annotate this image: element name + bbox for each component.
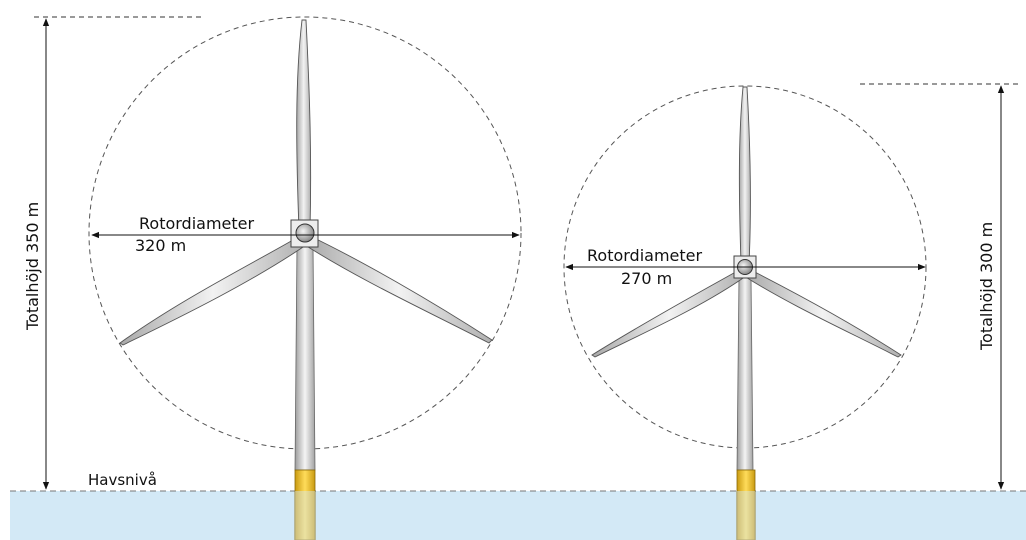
sea-level-label: Havsnivå bbox=[88, 471, 157, 489]
sea-area bbox=[10, 491, 1026, 540]
height-label-small: Totalhöjd 300 m bbox=[977, 222, 996, 351]
rotor-circle-small bbox=[563, 85, 927, 449]
hub-large bbox=[295, 223, 315, 243]
turbine-small: Rotordiameter 270 m Totalhöjd 300 m bbox=[563, 83, 1020, 540]
height-label-large: Totalhöjd 350 m bbox=[23, 202, 42, 331]
rotor-label-small-line1: Rotordiameter bbox=[587, 246, 703, 265]
blade-small-left bbox=[591, 268, 747, 358]
blade-large-left bbox=[119, 235, 307, 346]
rotor-circle-large bbox=[88, 16, 522, 450]
rotor-label-large-line2: 320 m bbox=[135, 236, 186, 255]
blade-large-up bbox=[296, 19, 312, 231]
tower-small bbox=[736, 275, 754, 471]
turbine-large: Rotordiameter 320 m Totalhöjd 350 m bbox=[23, 16, 522, 540]
tower-large bbox=[294, 243, 316, 471]
foundation-large bbox=[294, 469, 316, 540]
foundation-small bbox=[736, 469, 756, 540]
blade-small-up bbox=[738, 86, 751, 265]
rotor-label-small-line2: 270 m bbox=[621, 269, 672, 288]
foundation-small-underwater bbox=[737, 491, 755, 540]
rotor-label-large-line1: Rotordiameter bbox=[139, 214, 255, 233]
blade-small-right bbox=[743, 268, 902, 358]
foundation-large-underwater bbox=[295, 491, 315, 540]
blade-large-right bbox=[304, 235, 493, 344]
